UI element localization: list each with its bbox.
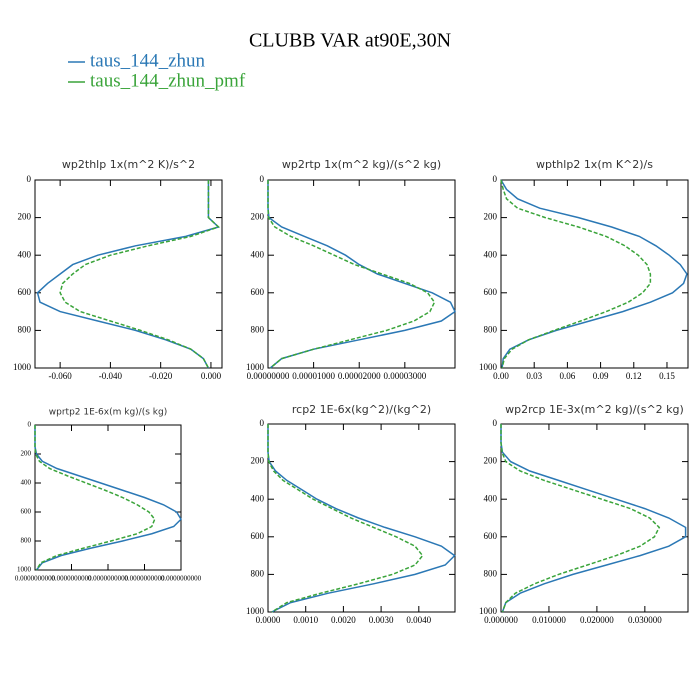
plot-frame — [500, 179, 689, 369]
y-tick-label: 1000 — [17, 566, 32, 574]
y-tick-label: 400 — [484, 493, 498, 503]
series-line — [500, 179, 688, 369]
series-line — [34, 425, 156, 571]
y-tick-label: 600 — [18, 287, 32, 297]
x-tick-label: 0.06 — [560, 371, 576, 381]
y-tick-label: 200 — [21, 450, 32, 458]
x-tick-label: -0.020 — [149, 371, 173, 381]
y-tick-label: 400 — [251, 493, 265, 503]
y-tick-label: 0 — [28, 421, 32, 429]
y-tick-label: 200 — [251, 456, 265, 466]
series-line — [267, 424, 424, 613]
x-tick-label: 0.00001000 — [292, 371, 335, 381]
series-line — [500, 424, 661, 613]
y-tick-label: 0 — [27, 174, 32, 184]
y-tick-label: 800 — [18, 324, 32, 334]
x-tick-label: 0.000 — [201, 371, 222, 381]
panel-title: wpthlp2 1x(m K^2)/s — [536, 158, 653, 171]
x-tick-label: 0.0040 — [406, 615, 431, 625]
panel-title: wp2thlp 1x(m^2 K)/s^2 — [62, 158, 195, 171]
x-tick-label: 0.00000000 — [247, 371, 290, 381]
x-tick-label: 0.0000 — [256, 615, 281, 625]
y-tick-label: 0 — [260, 174, 265, 184]
series-line — [500, 179, 652, 369]
legend-label: taus_144_zhun — [90, 50, 206, 71]
y-tick-label: 1000 — [479, 362, 498, 372]
panel-title: rcp2 1E-6x(kg^2)/(kg^2) — [292, 403, 431, 416]
x-tick-label: 0.0000000000 — [124, 575, 165, 583]
y-tick-label: 800 — [251, 324, 265, 334]
series-line — [59, 180, 220, 369]
y-tick-label: 200 — [251, 212, 265, 222]
series-line — [500, 424, 687, 613]
x-tick-label: -0.060 — [49, 371, 73, 381]
x-tick-label: 0.020000 — [580, 615, 614, 625]
x-tick-label: -0.040 — [99, 371, 123, 381]
plot-frame — [267, 423, 456, 613]
x-tick-label: 0.030000 — [628, 615, 662, 625]
x-tick-label: 0.03 — [526, 371, 542, 381]
x-tick-label: 0.00003000 — [383, 371, 426, 381]
x-tick-label: 0.010000 — [532, 615, 566, 625]
y-tick-label: 200 — [18, 212, 32, 222]
y-tick-label: 0 — [493, 174, 498, 184]
y-tick-label: 1000 — [479, 606, 498, 616]
panel-title: wprtp2 1E-6x(m kg)/(s kg) — [49, 408, 167, 418]
y-tick-label: 600 — [484, 287, 498, 297]
y-tick-label: 200 — [484, 212, 498, 222]
y-tick-label: 1000 — [246, 362, 265, 372]
x-tick-label: 0.00002000 — [338, 371, 381, 381]
y-tick-label: 400 — [21, 479, 32, 487]
plot-frame — [267, 179, 456, 369]
y-tick-label: 1000 — [246, 606, 265, 616]
y-tick-label: 200 — [484, 456, 498, 466]
figure-title: CLUBB VAR at90E,30N — [249, 30, 451, 52]
legend-label: taus_144_zhun_pmf — [90, 70, 246, 91]
x-tick-label: 0.0010 — [293, 615, 318, 625]
y-tick-label: 400 — [251, 249, 265, 259]
y-tick-label: 800 — [484, 568, 498, 578]
panel-title: wp2rcp 1E-3x(m^2 kg)/(s^2 kg) — [505, 403, 684, 416]
y-tick-label: 800 — [484, 324, 498, 334]
x-tick-label: 0.00 — [493, 371, 509, 381]
y-tick-label: 600 — [21, 508, 32, 516]
y-tick-label: 400 — [18, 249, 32, 259]
y-tick-label: 600 — [484, 531, 498, 541]
x-tick-label: 0.0000000000 — [51, 575, 92, 583]
plot-frame — [34, 179, 223, 369]
plot-frame — [500, 423, 689, 613]
x-tick-label: 0.12 — [626, 371, 642, 381]
x-tick-label: 0.0020 — [331, 615, 356, 625]
series-line — [267, 180, 436, 369]
y-tick-label: 600 — [251, 287, 265, 297]
panel-title: wp2rtp 1x(m^2 kg)/(s^2 kg) — [282, 158, 441, 171]
y-tick-label: 1000 — [13, 362, 32, 372]
x-tick-label: 0.09 — [593, 371, 609, 381]
y-tick-label: 600 — [251, 531, 265, 541]
y-tick-label: 800 — [21, 537, 32, 545]
x-tick-label: 0.0000000000 — [15, 575, 56, 583]
x-tick-label: 0.0030 — [369, 615, 394, 625]
x-tick-label: 0.000000 — [484, 615, 518, 625]
x-tick-label: 0.0000000000 — [88, 575, 129, 583]
y-tick-label: 0 — [260, 418, 265, 428]
y-tick-label: 800 — [251, 568, 265, 578]
x-tick-label: 0.15 — [659, 371, 675, 381]
x-tick-label: 0.0000000000 — [161, 575, 202, 583]
y-tick-label: 400 — [484, 249, 498, 259]
y-tick-label: 0 — [493, 418, 498, 428]
